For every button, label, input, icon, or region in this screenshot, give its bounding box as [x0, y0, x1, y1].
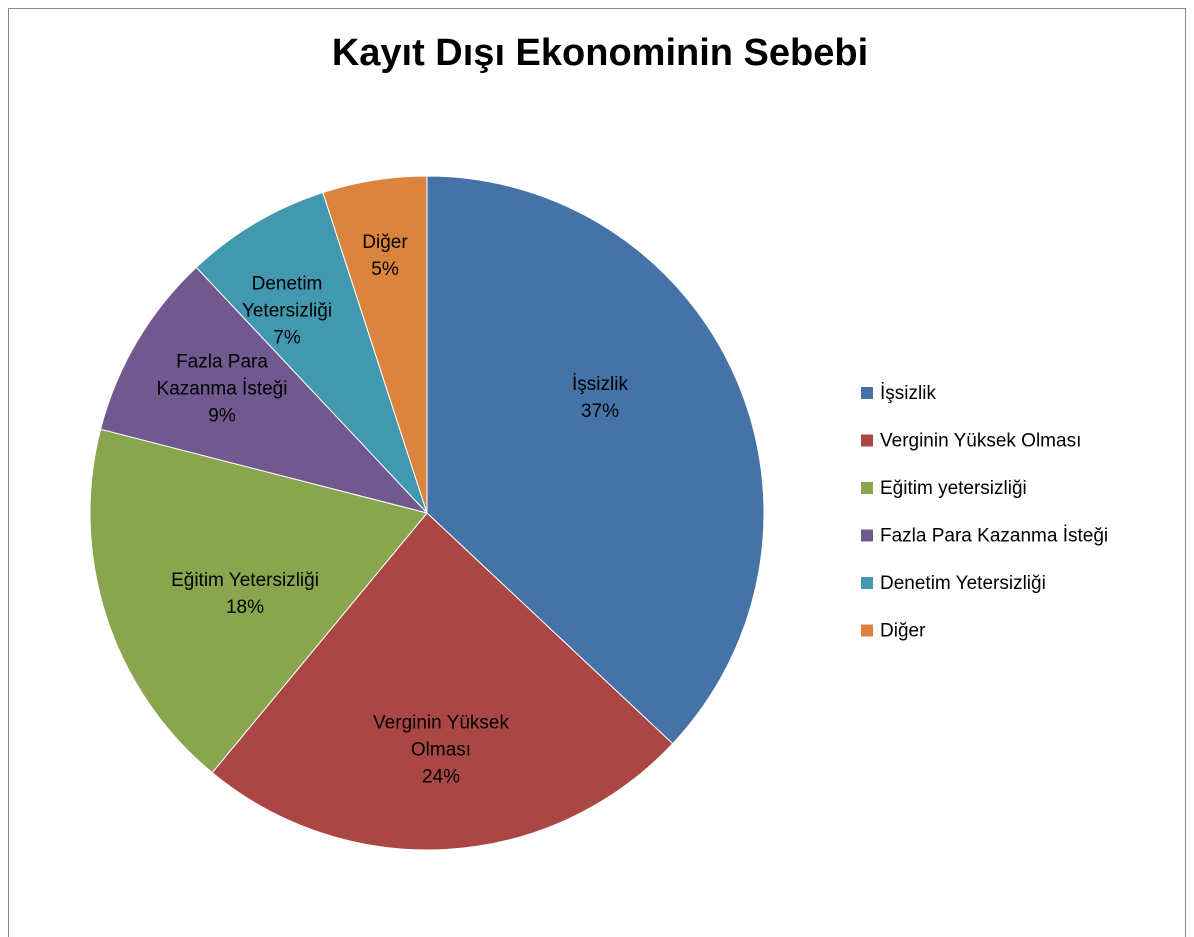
slice-name: Eğitim Yetersizliği	[171, 570, 319, 591]
legend-label: İşsizlik	[880, 383, 936, 404]
legend-swatch	[861, 434, 873, 447]
slice-percent: 5%	[371, 259, 399, 280]
pie-slice	[89, 428, 428, 774]
chart-title: Kayıt Dışı Ekonominin Sebebi	[332, 32, 868, 74]
slice-percent: 18%	[225, 597, 265, 618]
data-label: Eğitim Yetersizliği 18%	[130, 567, 360, 621]
data-label: İşsizlik 37%	[545, 371, 655, 425]
frame	[8, 8, 1186, 937]
data-label: Diğer 5%	[350, 229, 420, 283]
pie-slice	[322, 175, 428, 514]
slice-name: Fazla Para Kazanma İsteği	[156, 351, 288, 400]
slice-percent: 37%	[580, 401, 620, 422]
pie-slice	[211, 512, 674, 851]
legend-label: Verginin Yüksek Olması	[880, 431, 1081, 452]
data-label: Verginin Yüksek Olması 24%	[341, 710, 541, 791]
legend-label: Fazla Para Kazanma İsteği	[880, 526, 1108, 547]
legend-swatch	[861, 529, 873, 542]
pie-slice	[99, 266, 429, 514]
slice-percent: 24%	[421, 766, 461, 788]
legend-label: Denetim Yetersizliği	[880, 573, 1046, 594]
slice-name: Diğer	[362, 232, 408, 253]
legend-swatch	[861, 577, 873, 589]
legend-label: Diğer	[880, 621, 926, 642]
slice-name: Denetim Yetersizliği	[241, 273, 333, 322]
slice-percent: 7%	[273, 327, 301, 349]
pie-slice	[426, 175, 765, 745]
legend-label: Eğitim yetersizliği	[880, 478, 1027, 499]
legend-swatch	[861, 624, 873, 637]
data-label: Fazla Para Kazanma İsteği 9%	[147, 349, 297, 430]
pie-slice	[195, 191, 428, 514]
legend-swatch	[861, 482, 873, 494]
data-label: Denetim Yetersizliği 7%	[227, 271, 347, 352]
slice-name: İşsizlik	[572, 374, 628, 395]
legend-swatch	[861, 387, 873, 399]
slice-percent: 9%	[208, 405, 236, 427]
slice-name: Verginin Yüksek Olması	[373, 712, 509, 761]
